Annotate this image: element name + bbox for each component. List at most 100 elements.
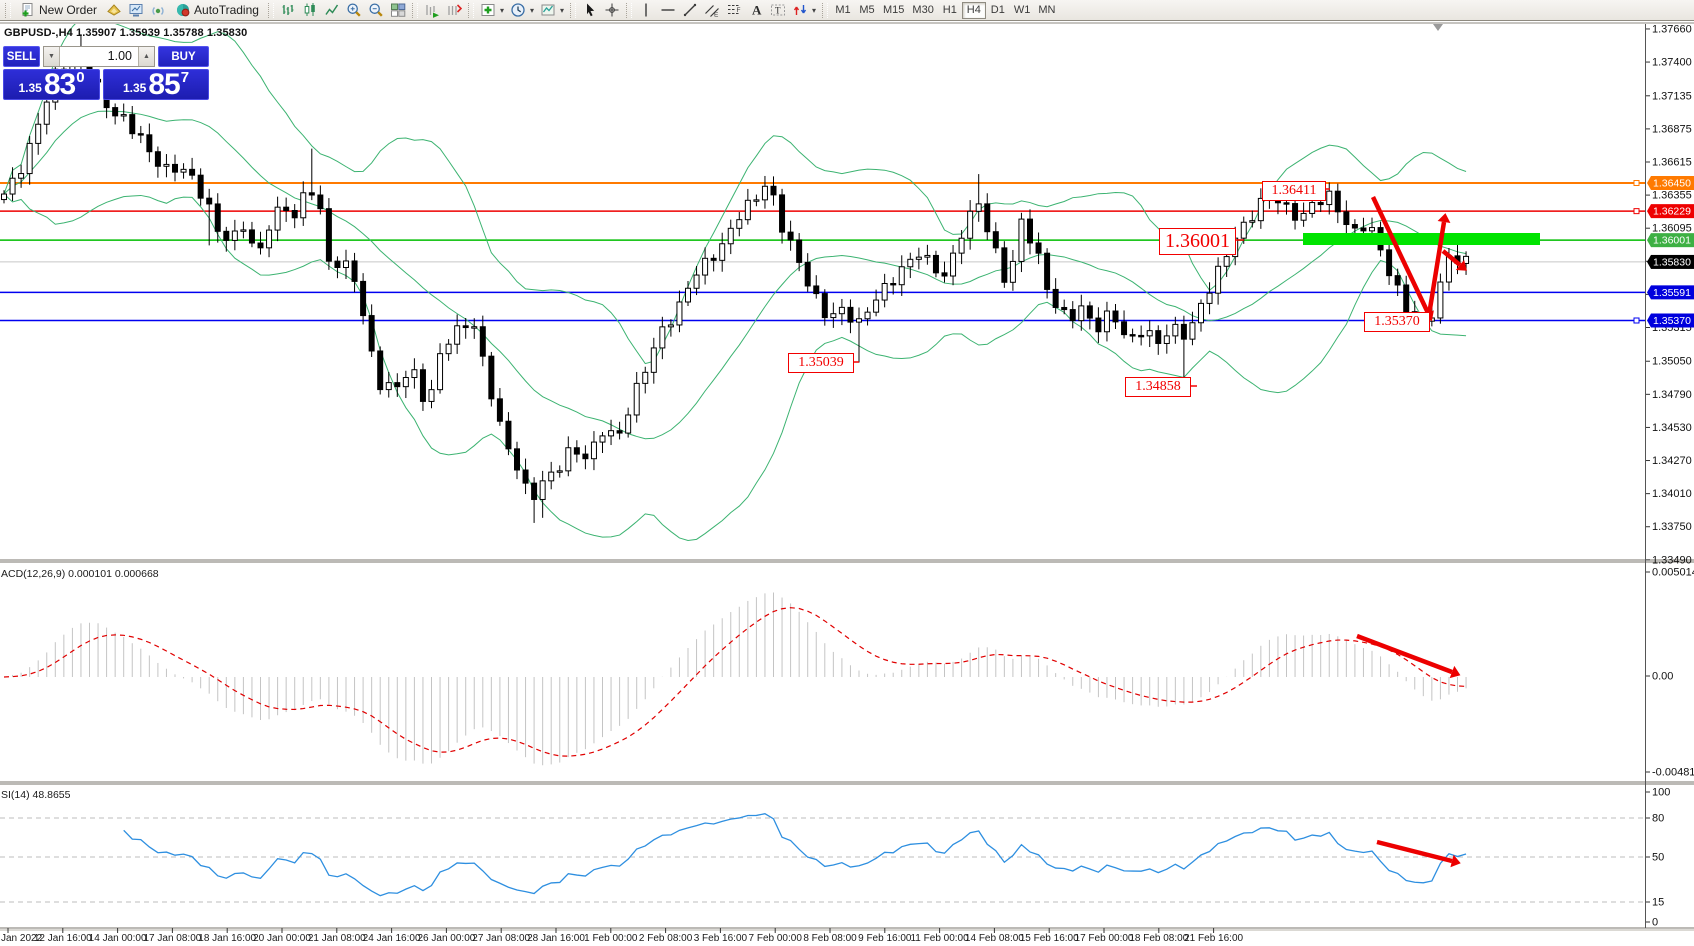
- signals-button[interactable]: [147, 1, 169, 20]
- new-order-button[interactable]: New Order: [14, 1, 103, 20]
- crosshair-tool-button[interactable]: [601, 1, 623, 20]
- bar-chart-button[interactable]: [277, 1, 299, 20]
- chart-shift-marker[interactable]: [1433, 24, 1443, 31]
- new-order-button-label: New Order: [39, 3, 98, 17]
- green-zone-rectangle[interactable]: [1303, 233, 1540, 245]
- text-label-tool-button[interactable]: T: [767, 1, 789, 20]
- toolbar-group-handle[interactable]: [5, 2, 11, 18]
- price-annotation[interactable]: 1.35039: [788, 353, 854, 373]
- hline-icon: [660, 2, 676, 18]
- candles-layer: [1, 34, 1470, 523]
- expert-advisors-button[interactable]: [103, 1, 125, 20]
- trendline-tool-button[interactable]: [679, 1, 701, 20]
- price-tag: 1.36229: [1647, 204, 1694, 219]
- svg-text:1.35370: 1.35370: [1653, 315, 1691, 327]
- svg-text:9 Feb 16:00: 9 Feb 16:00: [858, 933, 912, 944]
- svg-text:1.34530: 1.34530: [1652, 422, 1692, 434]
- equidistant-channel-tool-button[interactable]: E: [701, 1, 723, 20]
- red-arrow-head[interactable]: [1437, 213, 1451, 224]
- red-arrow-head[interactable]: [1449, 665, 1461, 679]
- periods-icon: [510, 2, 526, 18]
- zoom-in-button[interactable]: [343, 1, 365, 20]
- volume-decrease-button[interactable]: ▼: [44, 47, 60, 66]
- svg-text:100: 100: [1652, 787, 1670, 799]
- price-tag: 1.36001: [1647, 233, 1694, 248]
- svg-text:1.33490: 1.33490: [1652, 554, 1692, 566]
- trend-arrows[interactable]: [1370, 196, 1467, 322]
- periods-button[interactable]: ▾: [507, 1, 537, 20]
- svg-text:0.00: 0.00: [1652, 671, 1673, 683]
- timeframe-m15[interactable]: M15: [879, 2, 908, 19]
- candlestick-chart-button[interactable]: [299, 1, 321, 20]
- strategy-tester-button[interactable]: [125, 1, 147, 20]
- main-price-pane[interactable]: [0, 22, 1645, 542]
- trendline-icon: [682, 2, 698, 18]
- timeframe-h4[interactable]: H4: [961, 1, 986, 19]
- price-axis[interactable]: 1.37660 1.37400 1.37135 1.36875 1.36615 1.363…: [1646, 23, 1694, 929]
- arrows-tool-button[interactable]: ▾: [789, 1, 819, 20]
- macd-pane[interactable]: [3, 592, 1467, 766]
- chart-window[interactable]: 1.37660 1.37400 1.37135 1.36875 1.36615 1.363…: [0, 22, 1694, 946]
- svg-text:1.36450: 1.36450: [1653, 178, 1691, 190]
- red-arrow-head[interactable]: [1455, 259, 1467, 271]
- chart-shift-button[interactable]: [443, 1, 465, 20]
- tile-windows-button[interactable]: [387, 1, 409, 20]
- vertical-line-tool-button[interactable]: [635, 1, 657, 20]
- autotrading-button[interactable]: AutoTrading: [169, 1, 265, 20]
- timeframe-m30[interactable]: M30: [908, 2, 937, 19]
- buy-button[interactable]: BUY: [158, 46, 209, 67]
- sell-price[interactable]: 1.35 83 0: [3, 69, 100, 100]
- svg-text:1.35830: 1.35830: [1653, 256, 1691, 268]
- sell-button[interactable]: SELL: [3, 46, 40, 67]
- zoom-out-button[interactable]: [365, 1, 387, 20]
- chevron-down-icon[interactable]: ▾: [812, 5, 817, 15]
- svg-text:1.36355: 1.36355: [1652, 190, 1692, 202]
- svg-text:14 Jan 00:00: 14 Jan 00:00: [89, 933, 147, 944]
- indicators-button[interactable]: ▾: [477, 1, 507, 20]
- svg-text:80: 80: [1652, 813, 1664, 825]
- price-annotation[interactable]: 1.36411: [1262, 181, 1326, 201]
- line-handle[interactable]: [1633, 208, 1640, 215]
- text-tool-button[interactable]: A: [745, 1, 767, 20]
- price-annotation[interactable]: 1.35370: [1364, 312, 1430, 332]
- fibonacci-tool-button[interactable]: F: [723, 1, 745, 20]
- line-chart-button[interactable]: [321, 1, 343, 20]
- chevron-down-icon[interactable]: ▾: [499, 5, 504, 15]
- timeframe-w1[interactable]: W1: [1010, 2, 1035, 19]
- volume-value[interactable]: 1.00: [107, 49, 132, 63]
- auto-scroll-button[interactable]: [421, 1, 443, 20]
- chart-canvas[interactable]: 1.37660 1.37400 1.37135 1.36875 1.36615 1.363…: [0, 22, 1694, 946]
- autotrading-icon: [175, 2, 191, 18]
- sell-price-prefix: 1.35: [18, 81, 42, 95]
- templates-button[interactable]: ▾: [537, 1, 567, 20]
- buy-price[interactable]: 1.35 85 7: [103, 69, 209, 100]
- timeframe-d1[interactable]: D1: [986, 2, 1010, 19]
- line-handle[interactable]: [1633, 180, 1640, 186]
- toolbar-group-handle[interactable]: [467, 2, 474, 18]
- toolbar-group-handle[interactable]: [570, 2, 576, 18]
- chevron-down-icon[interactable]: ▾: [529, 5, 534, 15]
- toolbar-group-handle[interactable]: [626, 2, 632, 18]
- svg-text:18 Feb 08:00: 18 Feb 08:00: [1129, 933, 1188, 944]
- bar-chart-icon: [280, 2, 296, 18]
- timeframe-h1[interactable]: H1: [938, 2, 962, 19]
- svg-text:7 Feb 00:00: 7 Feb 00:00: [749, 933, 803, 944]
- horizontal-line-tool-button[interactable]: [657, 1, 679, 20]
- chevron-down-icon[interactable]: ▾: [559, 5, 564, 15]
- volume-stepper[interactable]: ▼ 1.00 ▲: [43, 46, 155, 67]
- volume-increase-button[interactable]: ▲: [138, 47, 154, 66]
- timeframe-m5[interactable]: M5: [855, 2, 879, 19]
- timeframe-m1[interactable]: M1: [831, 2, 855, 19]
- toolbar-group-handle[interactable]: [411, 2, 418, 18]
- price-annotation[interactable]: 1.34858: [1125, 377, 1191, 397]
- red-arrow-head[interactable]: [1450, 854, 1461, 868]
- timeframe-mn[interactable]: MN: [1034, 2, 1059, 19]
- rsi-pane[interactable]: [0, 813, 1645, 903]
- toolbar-group-handle[interactable]: [822, 2, 829, 18]
- cursor-tool-button[interactable]: [579, 1, 601, 20]
- price-annotation[interactable]: 1.36001: [1159, 228, 1236, 255]
- toolbar-group-handle[interactable]: [267, 2, 274, 18]
- line-handle[interactable]: [1633, 317, 1640, 324]
- cursor-icon: [582, 2, 598, 18]
